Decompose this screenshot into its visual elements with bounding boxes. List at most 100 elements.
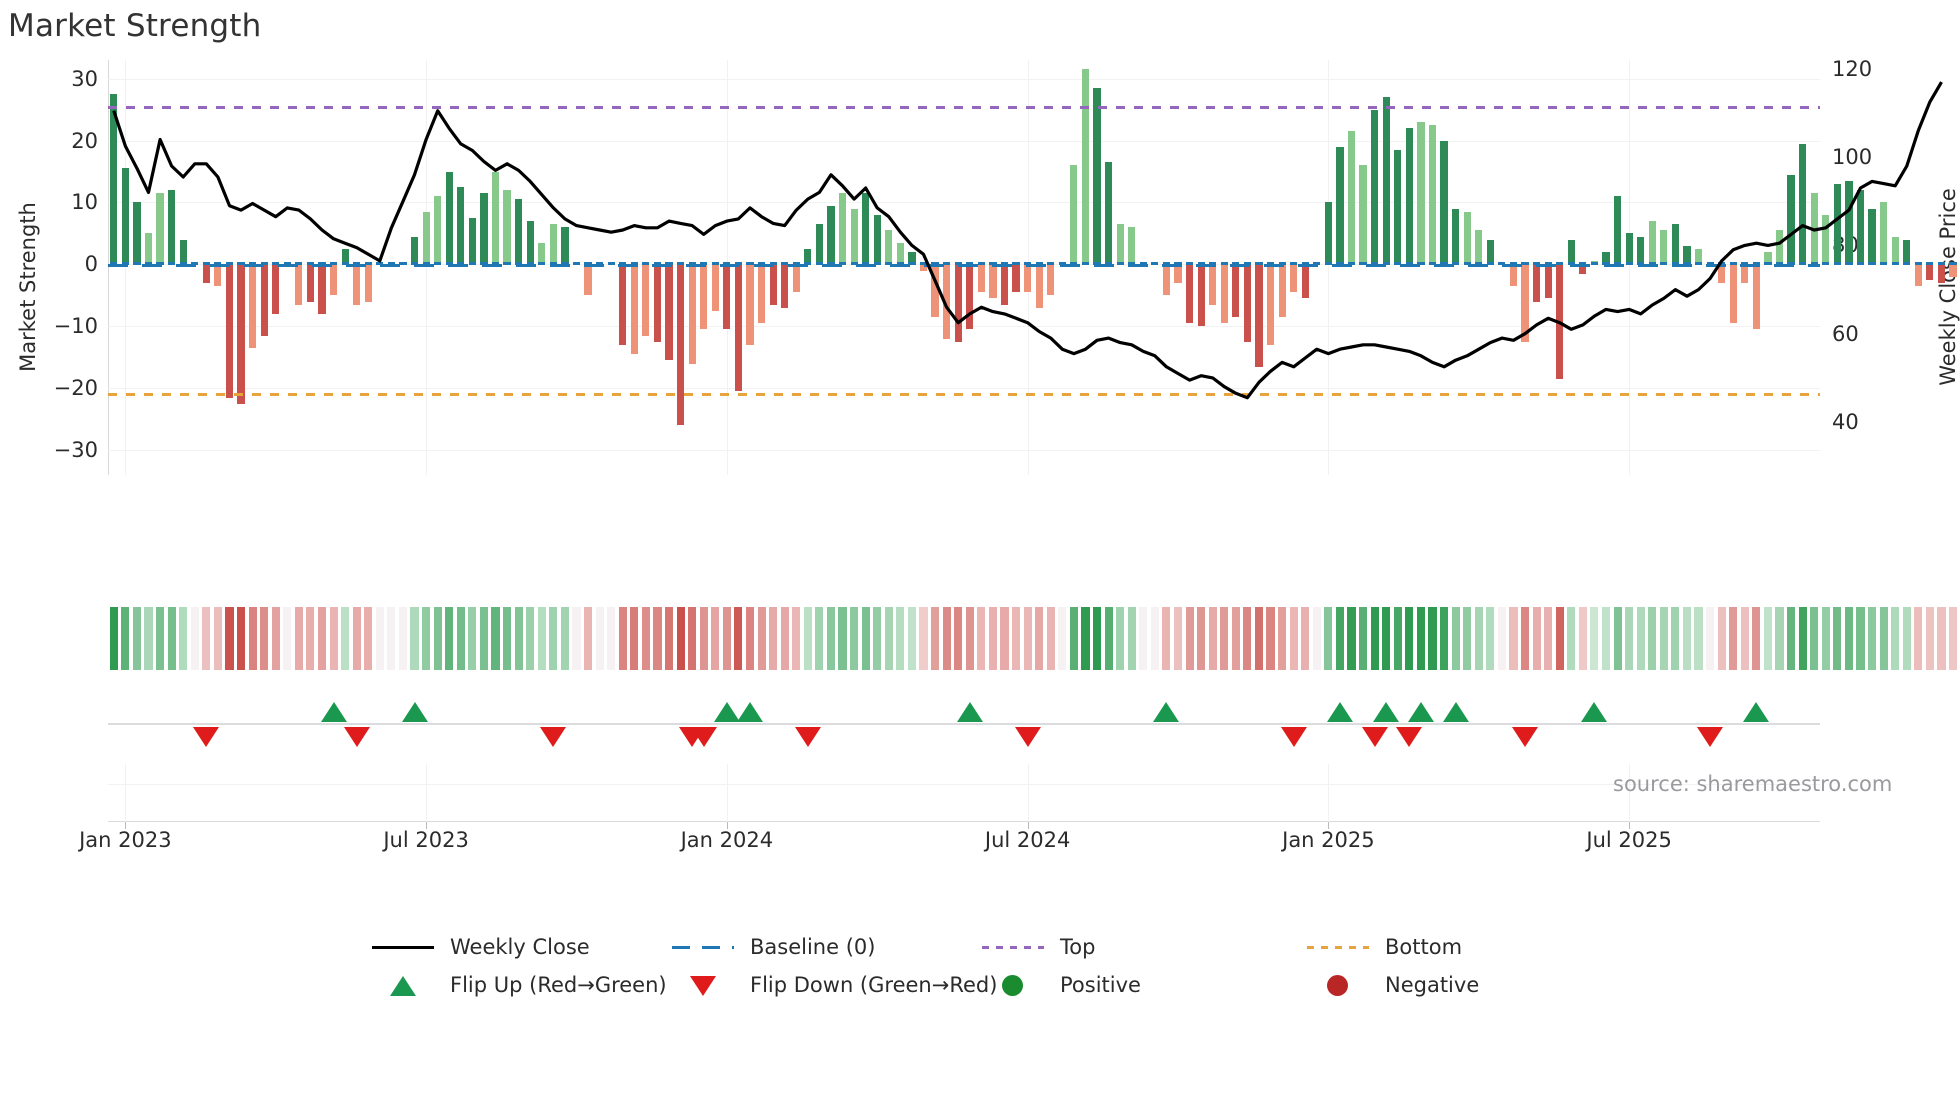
table-row xyxy=(977,264,985,293)
heatmap-cell xyxy=(1335,607,1344,670)
baseline-cap xyxy=(1729,262,1737,266)
heatmap-cell xyxy=(861,607,870,670)
table-row xyxy=(306,264,315,302)
baseline-cap xyxy=(1937,262,1946,266)
baseline-cap xyxy=(1752,262,1760,266)
table-row xyxy=(1660,230,1668,265)
baseline-cap xyxy=(214,262,222,266)
baseline-cap xyxy=(1833,262,1841,266)
heatmap-cell xyxy=(618,607,627,670)
table-row xyxy=(1151,262,1159,266)
heatmap-cell xyxy=(1428,607,1437,670)
table-row xyxy=(769,264,777,305)
table-row xyxy=(364,264,372,302)
legend-item-label: Top xyxy=(1060,935,1096,959)
baseline-cap xyxy=(1290,262,1298,266)
baseline-cap xyxy=(410,262,419,266)
legend-item-label: Positive xyxy=(1060,973,1141,997)
legend-item[interactable]: Top xyxy=(980,935,1305,959)
table-row xyxy=(1903,239,1911,265)
heatmap-cell xyxy=(537,607,546,670)
heatmap-cell xyxy=(1775,607,1784,670)
heatmap-cell xyxy=(1891,607,1900,670)
vertical-gridline xyxy=(726,764,728,822)
baseline-cap xyxy=(711,262,719,266)
heatmap-cell xyxy=(931,607,940,670)
table-row xyxy=(804,248,812,265)
heatmap-cell xyxy=(699,607,708,670)
table-row xyxy=(873,214,881,265)
heatmap-cell xyxy=(896,607,905,670)
table-row xyxy=(434,196,442,265)
flip-down-marker-icon xyxy=(540,727,567,747)
baseline-cap xyxy=(792,262,800,266)
baseline-cap xyxy=(260,262,268,266)
baseline-cap xyxy=(1070,262,1078,266)
flip-down-marker-icon xyxy=(1014,727,1041,747)
heatmap-cell xyxy=(202,607,211,670)
heatmap-cell xyxy=(1763,607,1772,670)
page-title: Market Strength xyxy=(8,8,262,44)
flip-up-marker-icon xyxy=(1743,702,1770,722)
baseline-cap xyxy=(700,262,708,266)
legend-item[interactable]: Weekly Close xyxy=(370,935,670,959)
baseline-cap xyxy=(1185,262,1194,266)
heatmap-cell xyxy=(433,607,442,670)
heatmap-cell xyxy=(1231,607,1240,670)
x-tick-mark xyxy=(125,822,127,829)
baseline-cap xyxy=(133,262,141,266)
heatmap-cell xyxy=(283,607,292,670)
gridline xyxy=(108,450,1820,452)
heatmap-cell xyxy=(1520,607,1530,670)
table-row xyxy=(1428,125,1437,265)
table-row xyxy=(584,264,592,296)
heatmap-cell xyxy=(144,607,153,670)
legend-item[interactable]: Bottom xyxy=(1305,935,1605,959)
heatmap-cell xyxy=(387,607,396,670)
table-row xyxy=(1718,264,1726,283)
table-row xyxy=(399,262,407,266)
legend-item[interactable]: Positive xyxy=(980,973,1305,997)
baseline-cap xyxy=(630,262,638,266)
triangle-up-icon xyxy=(370,974,436,996)
heatmap-cell xyxy=(1752,607,1761,670)
legend-item[interactable]: Baseline (0) xyxy=(670,935,980,959)
heatmap-cell xyxy=(792,607,801,670)
table-row xyxy=(1706,262,1714,266)
baseline-cap xyxy=(225,262,234,266)
table-row xyxy=(1845,180,1853,265)
baseline-cap xyxy=(838,262,847,266)
heatmap-cell xyxy=(664,607,674,670)
table-row xyxy=(1266,264,1275,345)
flip-markers-area xyxy=(108,682,1820,764)
table-row xyxy=(815,224,823,265)
flip-up-marker-icon xyxy=(737,702,763,722)
baseline-cap xyxy=(1926,262,1934,266)
y-tick-label: −30 xyxy=(53,438,98,463)
legend-item[interactable]: Flip Down (Green→Red) xyxy=(670,973,997,997)
table-row xyxy=(191,262,199,266)
heatmap-cell xyxy=(1173,607,1183,670)
baseline-cap xyxy=(1718,262,1726,266)
heatmap-cell xyxy=(1902,607,1911,670)
baseline-cap xyxy=(503,262,511,266)
flip-down-marker-icon xyxy=(1280,727,1307,747)
table-row xyxy=(1880,202,1888,265)
baseline-cap xyxy=(757,262,766,266)
gridline xyxy=(108,140,1820,142)
legend-item[interactable]: Negative xyxy=(1305,973,1605,997)
baseline-cap xyxy=(1417,262,1425,266)
legend-item[interactable]: Flip Up (Red→Green) xyxy=(370,973,670,997)
table-row xyxy=(1197,264,1205,327)
table-row xyxy=(931,264,939,318)
table-row xyxy=(596,262,604,266)
heatmap-cell xyxy=(1139,607,1148,670)
flip-up-marker-icon xyxy=(320,702,347,722)
table-row xyxy=(1891,236,1899,265)
table-row xyxy=(237,264,245,404)
heatmap-cell xyxy=(1324,607,1333,670)
heatmap-cell xyxy=(1058,607,1067,670)
table-row xyxy=(283,262,291,266)
table-row xyxy=(1637,236,1645,265)
baseline-cap xyxy=(1105,262,1113,266)
